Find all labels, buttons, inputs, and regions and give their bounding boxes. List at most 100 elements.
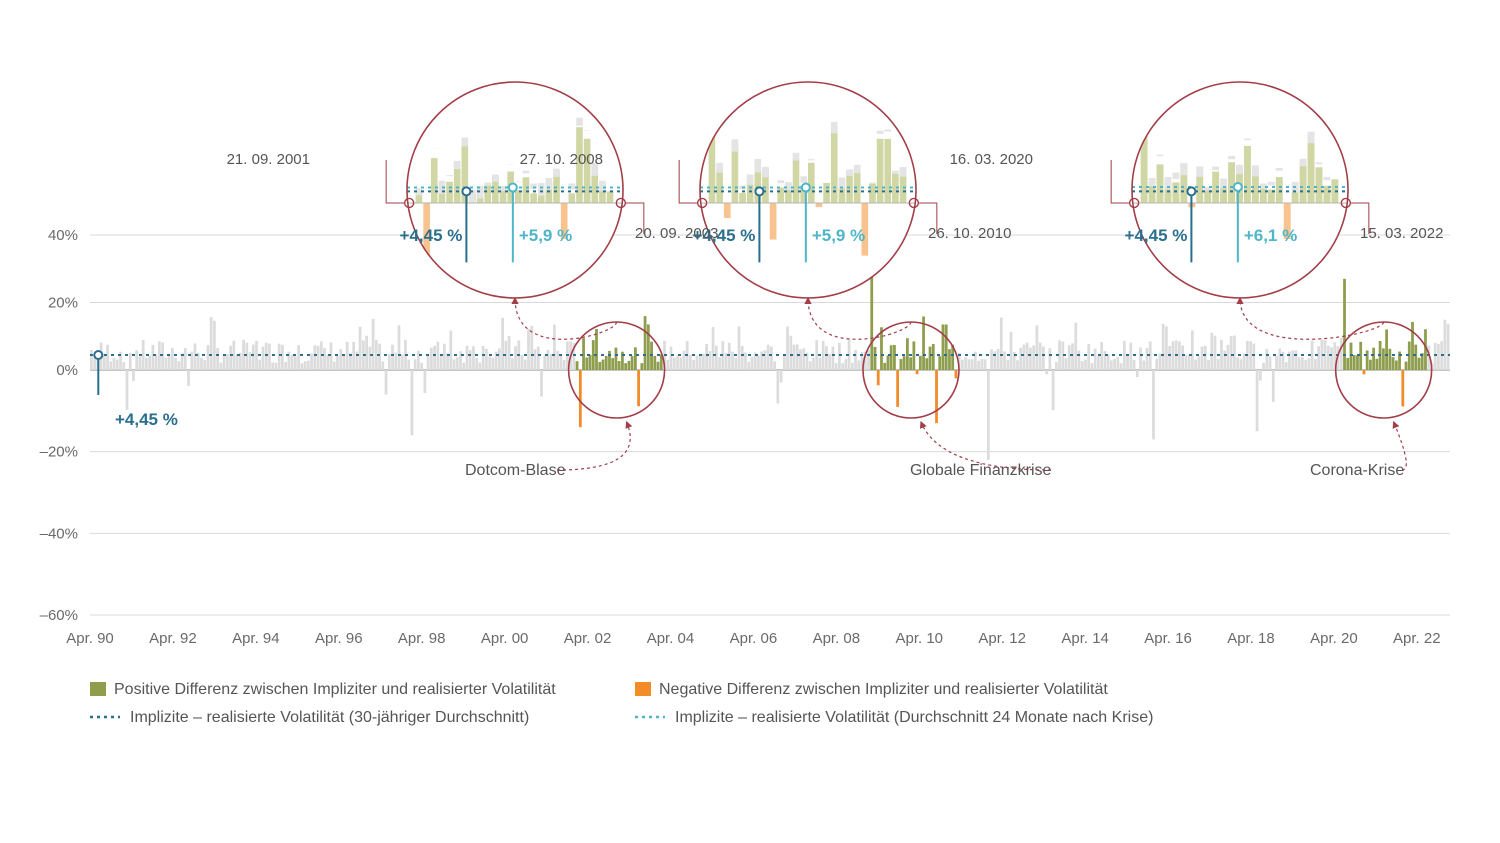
timeline-bar bbox=[1227, 345, 1230, 370]
timeline-bar bbox=[556, 351, 559, 370]
timeline-bar bbox=[1055, 362, 1058, 370]
timeline-bar bbox=[148, 355, 151, 370]
timeline-bar bbox=[1155, 359, 1158, 370]
highlighted-bar bbox=[1369, 360, 1372, 370]
timeline-bar bbox=[249, 352, 252, 370]
timeline-bar bbox=[1084, 359, 1087, 370]
timeline-bar bbox=[255, 341, 258, 370]
timeline-bar bbox=[391, 345, 394, 370]
highlighted-bar bbox=[657, 362, 660, 370]
timeline-bar bbox=[1065, 358, 1068, 370]
x-tick-label: Apr. 12 bbox=[978, 630, 1026, 647]
big-magnifier-content bbox=[407, 82, 623, 298]
x-tick-label: Apr. 00 bbox=[481, 630, 529, 647]
event-label: Dotcom-Blase bbox=[465, 462, 566, 479]
timeline-bar bbox=[485, 349, 488, 370]
timeline-bar bbox=[521, 355, 524, 370]
timeline-bar bbox=[1048, 348, 1051, 370]
timeline-bar bbox=[844, 359, 847, 370]
timeline-bar bbox=[734, 358, 737, 370]
timeline-bar bbox=[258, 360, 261, 370]
highlighted-bar bbox=[637, 370, 640, 406]
highlighted-bar bbox=[1343, 279, 1346, 370]
timeline-bar bbox=[1240, 359, 1243, 370]
timeline-bar bbox=[1181, 345, 1184, 370]
timeline-bar bbox=[1133, 360, 1136, 370]
highlighted-bar bbox=[1418, 358, 1421, 370]
timeline-bar bbox=[436, 342, 439, 370]
lens-avg24-label: +5,9 % bbox=[812, 226, 865, 245]
legend-label: Positive Differenz zwischen Impliziter u… bbox=[114, 681, 556, 698]
timeline-bar bbox=[990, 349, 993, 370]
timeline-bar bbox=[281, 345, 284, 370]
timeline-bar bbox=[129, 353, 132, 370]
highlighted-bar bbox=[1382, 348, 1385, 370]
timeline-bar bbox=[420, 363, 423, 370]
highlighted-bar bbox=[608, 351, 611, 370]
highlighted-bar bbox=[647, 324, 650, 370]
timeline-bar bbox=[1146, 348, 1149, 370]
timeline-bar bbox=[339, 349, 342, 370]
highlighted-bar bbox=[634, 347, 637, 370]
timeline-bar bbox=[109, 361, 112, 370]
timeline-bar bbox=[378, 344, 381, 370]
x-tick-label: Apr. 22 bbox=[1393, 630, 1441, 647]
timeline-bar bbox=[796, 344, 799, 370]
timeline-bar bbox=[1107, 355, 1110, 370]
timeline-bar bbox=[1068, 345, 1071, 370]
timeline-bar bbox=[262, 347, 265, 370]
timeline-bar bbox=[1159, 353, 1162, 370]
timeline-bar bbox=[786, 326, 789, 370]
highlighted-bar bbox=[925, 358, 928, 370]
timeline-bar bbox=[479, 362, 482, 370]
x-tick-label: Apr. 20 bbox=[1310, 630, 1358, 647]
timeline-bar bbox=[440, 354, 443, 370]
timeline-bar bbox=[725, 353, 728, 370]
timeline-bar bbox=[1295, 350, 1298, 370]
timeline-bar bbox=[964, 357, 967, 370]
big-magnifier-content bbox=[700, 63, 916, 298]
highlighted-bar bbox=[624, 363, 627, 370]
highlighted-bar bbox=[644, 316, 647, 370]
timeline-bar bbox=[1275, 356, 1278, 370]
timeline-bar bbox=[268, 344, 271, 370]
timeline-bar bbox=[702, 354, 705, 370]
timeline-bar bbox=[1214, 336, 1217, 370]
timeline-bar bbox=[220, 363, 223, 370]
timeline-bar bbox=[511, 358, 514, 370]
timeline-bar bbox=[1285, 362, 1288, 370]
timeline-bar bbox=[508, 336, 511, 370]
x-tick-label: Apr. 02 bbox=[564, 630, 612, 647]
timeline-bar bbox=[313, 345, 316, 370]
timeline-bar bbox=[414, 359, 417, 370]
timeline-bar bbox=[1304, 360, 1307, 370]
lens-avg24-label: +6,1 % bbox=[1244, 226, 1297, 245]
timeline-bar bbox=[453, 359, 456, 370]
timeline-bar bbox=[1019, 348, 1022, 370]
timeline-bar bbox=[310, 353, 313, 370]
y-tick-label: 40% bbox=[48, 227, 78, 244]
timeline-bar bbox=[741, 346, 744, 370]
timeline-bar bbox=[213, 321, 216, 370]
timeline-bar bbox=[718, 357, 721, 370]
timeline-bar bbox=[757, 356, 760, 370]
timeline-bar bbox=[449, 331, 452, 370]
timeline-bar bbox=[427, 354, 430, 370]
timeline-bar bbox=[980, 359, 983, 370]
timeline-bar bbox=[482, 346, 485, 370]
highlighted-bar bbox=[1405, 362, 1408, 370]
legend-swatch bbox=[635, 682, 651, 696]
timeline-bar bbox=[841, 363, 844, 370]
timeline-bar bbox=[747, 362, 750, 370]
lens-end-date: 20. 09. 2003 bbox=[635, 225, 718, 242]
timeline-bar bbox=[1243, 354, 1246, 370]
highlighted-bar bbox=[653, 356, 656, 370]
lens-start-date: 27. 10. 2008 bbox=[520, 151, 603, 168]
timeline-bar bbox=[223, 355, 226, 370]
event-label: Globale Finanzkrise bbox=[910, 462, 1052, 479]
timeline-bar bbox=[815, 340, 818, 370]
timeline-bar bbox=[793, 345, 796, 370]
timeline-bar bbox=[226, 354, 229, 370]
timeline-bar bbox=[1265, 349, 1268, 370]
volatility-chart: 40%20%0%–20%–40%–60% +4,45 % +4,45 %+5,9… bbox=[0, 0, 1500, 843]
